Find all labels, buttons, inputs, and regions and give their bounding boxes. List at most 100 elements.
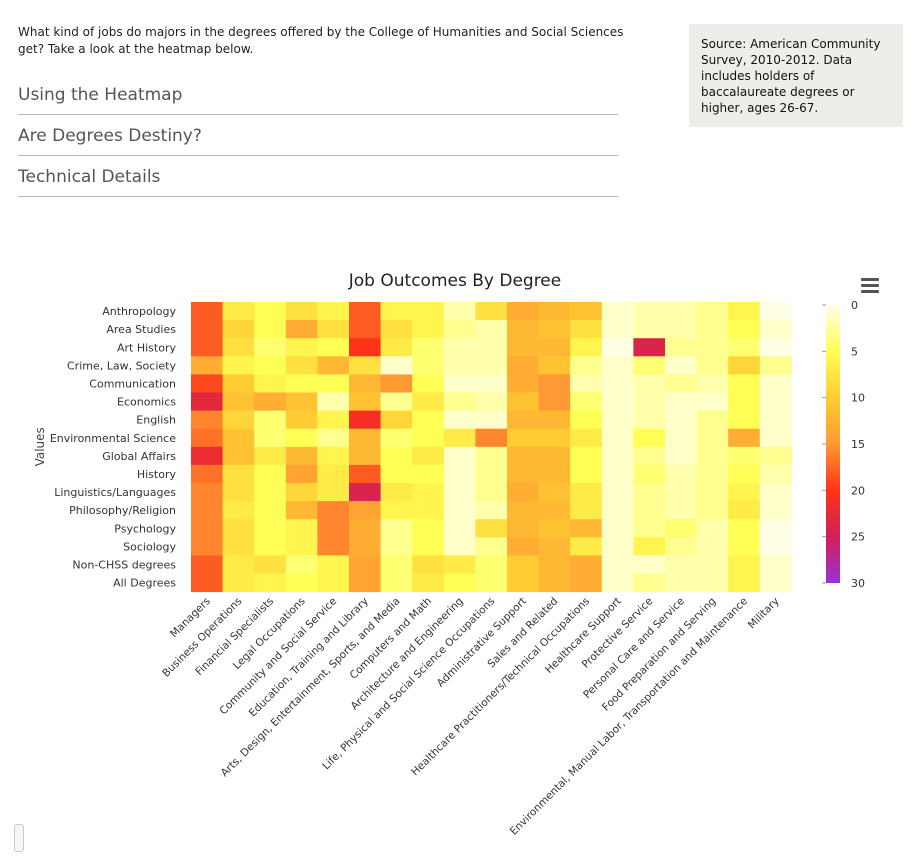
heatmap-cell (633, 374, 666, 393)
heatmap-cell (507, 573, 540, 593)
row-label: History (137, 468, 177, 481)
heatmap-cell (254, 374, 287, 393)
heatmap-cell (538, 573, 571, 593)
heatmap-cell (349, 392, 382, 412)
heatmap-cell (728, 483, 761, 502)
heatmap-cell (191, 392, 224, 412)
row-label: English (136, 414, 176, 427)
heatmap-cell (222, 428, 255, 448)
heatmap-cell (380, 519, 413, 538)
heatmap-cell (507, 483, 540, 502)
heatmap-cell (728, 428, 761, 448)
heatmap-cell (285, 410, 318, 430)
heatmap-cell (349, 537, 382, 556)
column-label: Environmental, Manual Labor, Transportat… (508, 595, 750, 837)
heatmap-cell (570, 428, 603, 448)
heatmap-cell (443, 356, 476, 375)
heatmap-cell (317, 483, 350, 502)
heatmap-cell (728, 356, 761, 375)
accordion-degrees-destiny[interactable]: Are Degrees Destiny? (18, 115, 618, 156)
row-label: Crime, Law, Society (67, 359, 176, 372)
heatmap-cell (443, 338, 476, 357)
heatmap-cell (349, 428, 382, 448)
heatmap-cell (475, 374, 508, 393)
heatmap-cell (601, 555, 634, 574)
heatmap-cell (633, 392, 666, 412)
heatmap-cell (380, 302, 413, 321)
heatmap-cell (665, 555, 698, 574)
heatmap-cell (254, 555, 287, 574)
heatmap-cell (696, 555, 729, 574)
heatmap-cell (507, 428, 540, 448)
heatmap-cell (380, 555, 413, 574)
heatmap-cell (696, 428, 729, 448)
heatmap-cell (443, 464, 476, 484)
color-bar-label: 10 (851, 392, 865, 405)
heatmap-cell (380, 446, 413, 466)
heatmap-cell (349, 320, 382, 339)
heatmap-cell (254, 410, 287, 430)
heatmap-cell (696, 537, 729, 556)
heatmap-cell (349, 374, 382, 393)
heatmap-cell (728, 302, 761, 321)
heatmap-cell (380, 537, 413, 556)
heatmap-cell (380, 428, 413, 448)
heatmap-cell (222, 392, 255, 412)
heatmap-cell (665, 537, 698, 556)
heatmap-cell (380, 410, 413, 430)
heatmap-cell (665, 410, 698, 430)
heatmap-cell (665, 483, 698, 502)
scroll-handle[interactable] (14, 824, 24, 852)
heatmap-cell (665, 428, 698, 448)
accordion-using-heatmap[interactable]: Using the Heatmap (18, 74, 618, 115)
heatmap-cell (601, 320, 634, 339)
column-label: Community and Social Service (217, 595, 339, 717)
heatmap-cell (601, 483, 634, 502)
heatmap-cell (633, 573, 666, 593)
heatmap-cell (728, 320, 761, 339)
heatmap-cell (317, 501, 350, 520)
heatmap-cell (696, 356, 729, 375)
heatmap-cell (475, 320, 508, 339)
heatmap-cell (538, 374, 571, 393)
heatmap-cell (412, 483, 445, 502)
heatmap-cell (696, 392, 729, 412)
heatmap-cell (665, 501, 698, 520)
heatmap-cell (475, 446, 508, 466)
heatmap-cell (538, 519, 571, 538)
heatmap-cell (412, 374, 445, 393)
intro-text: What kind of jobs do majors in the degre… (18, 25, 624, 56)
heatmap-cell (570, 537, 603, 556)
accordion-technical-details[interactable]: Technical Details (18, 156, 618, 197)
heatmap-cell (191, 338, 224, 357)
heatmap-cell (412, 356, 445, 375)
heatmap-cell (601, 356, 634, 375)
heatmap-cell (601, 392, 634, 412)
color-bar-label: 15 (851, 438, 865, 451)
heatmap-cell (443, 573, 476, 593)
heatmap-cell (285, 555, 318, 574)
heatmap-cell (222, 374, 255, 393)
heatmap-cell (222, 519, 255, 538)
source-note: Source: American Community Survey, 2010-… (689, 24, 903, 127)
heatmap-cell (285, 320, 318, 339)
heatmap-cell (475, 555, 508, 574)
heatmap-cell (601, 501, 634, 520)
row-label: Sociology (123, 540, 176, 553)
heatmap-cell (222, 410, 255, 430)
heatmap-cell (759, 555, 792, 574)
heatmap-cell (349, 501, 382, 520)
heatmap-cell (728, 446, 761, 466)
heatmap-cell (570, 392, 603, 412)
heatmap-cell (633, 501, 666, 520)
heatmap-cell (443, 555, 476, 574)
heatmap-cell (254, 302, 287, 321)
heatmap-cell (222, 446, 255, 466)
heatmap-cell (665, 320, 698, 339)
heatmap-cell (285, 446, 318, 466)
heatmap-cell (507, 519, 540, 538)
heatmap-cell (191, 501, 224, 520)
heatmap-cell (317, 464, 350, 484)
chart-menu-icon[interactable] (858, 275, 882, 295)
heatmap-cell (317, 392, 350, 412)
